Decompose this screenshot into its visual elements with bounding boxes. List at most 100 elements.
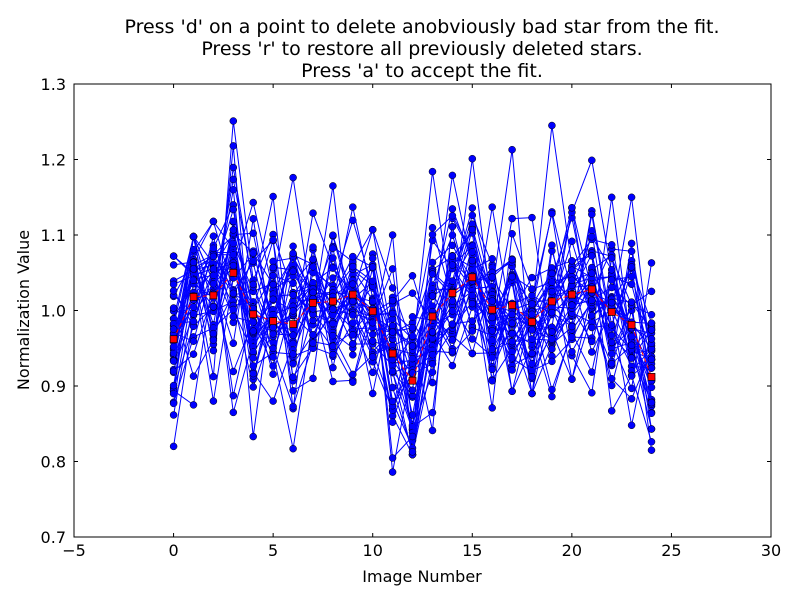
star-point[interactable]	[488, 365, 496, 374]
fit-point[interactable]	[388, 349, 397, 358]
star-point[interactable]	[588, 348, 596, 356]
star-point[interactable]	[289, 331, 297, 339]
star-point[interactable]	[329, 342, 337, 351]
star-point[interactable]	[568, 237, 576, 246]
star-point[interactable]	[488, 203, 496, 211]
star-point[interactable]	[169, 411, 178, 419]
fit-point[interactable]	[607, 308, 616, 316]
star-point[interactable]	[528, 310, 536, 319]
star-point[interactable]	[468, 349, 477, 358]
star-point[interactable]	[169, 381, 178, 390]
star-point[interactable]	[349, 331, 357, 339]
star-point[interactable]	[249, 354, 257, 362]
star-point[interactable]	[249, 198, 257, 207]
star-point[interactable]	[189, 258, 198, 267]
star-point[interactable]	[388, 418, 397, 426]
star-point[interactable]	[408, 342, 417, 350]
fit-point[interactable]	[548, 297, 556, 306]
star-point[interactable]	[528, 326, 536, 334]
star-point[interactable]	[368, 277, 377, 286]
fit-point[interactable]	[627, 320, 636, 329]
star-point[interactable]	[229, 312, 238, 321]
star-point[interactable]	[647, 319, 656, 327]
star-point[interactable]	[568, 322, 576, 331]
star-point[interactable]	[627, 263, 636, 271]
star-point[interactable]	[448, 336, 457, 344]
star-point[interactable]	[229, 205, 238, 214]
star-point[interactable]	[209, 336, 218, 344]
star-point[interactable]	[329, 182, 337, 190]
star-point[interactable]	[169, 357, 178, 365]
star-point[interactable]	[448, 347, 457, 356]
star-point[interactable]	[627, 395, 636, 403]
star-point[interactable]	[627, 341, 636, 350]
star-point[interactable]	[388, 231, 397, 239]
star-point[interactable]	[169, 442, 178, 451]
star-point[interactable]	[388, 397, 397, 406]
star-point[interactable]	[309, 331, 317, 339]
star-point[interactable]	[428, 328, 437, 336]
star-point[interactable]	[627, 247, 636, 256]
star-point[interactable]	[448, 320, 457, 328]
star-point[interactable]	[368, 254, 377, 263]
star-point[interactable]	[548, 241, 556, 249]
star-point[interactable]	[349, 370, 357, 379]
star-point[interactable]	[349, 340, 357, 348]
star-point[interactable]	[647, 398, 656, 407]
star-point[interactable]	[508, 387, 516, 396]
star-point[interactable]	[588, 269, 596, 277]
star-point[interactable]	[269, 236, 277, 244]
star-point[interactable]	[349, 378, 357, 386]
fit-point[interactable]	[368, 307, 377, 316]
star-point[interactable]	[647, 335, 656, 343]
star-point[interactable]	[289, 173, 297, 182]
star-point[interactable]	[388, 468, 397, 476]
star-point[interactable]	[607, 193, 616, 202]
star-point[interactable]	[408, 432, 417, 441]
star-point[interactable]	[548, 287, 556, 296]
star-point[interactable]	[488, 377, 496, 385]
star-point[interactable]	[189, 265, 198, 273]
star-point[interactable]	[428, 292, 437, 300]
star-point[interactable]	[468, 204, 477, 212]
star-point[interactable]	[368, 225, 377, 234]
star-point[interactable]	[468, 256, 477, 265]
star-point[interactable]	[229, 117, 238, 125]
star-point[interactable]	[428, 223, 437, 232]
star-point[interactable]	[169, 261, 178, 269]
star-point[interactable]	[349, 351, 357, 359]
star-point[interactable]	[209, 303, 218, 311]
star-point[interactable]	[249, 369, 257, 378]
star-point[interactable]	[448, 222, 457, 231]
star-point[interactable]	[408, 386, 417, 395]
star-point[interactable]	[368, 337, 377, 345]
star-point[interactable]	[568, 348, 576, 356]
star-point[interactable]	[289, 360, 297, 368]
fit-point[interactable]	[209, 291, 218, 300]
star-point[interactable]	[229, 175, 238, 184]
star-point[interactable]	[269, 323, 277, 332]
star-point[interactable]	[209, 252, 218, 261]
fit-point[interactable]	[229, 268, 238, 277]
star-point[interactable]	[289, 307, 297, 315]
star-point[interactable]	[269, 370, 277, 378]
star-point[interactable]	[289, 279, 297, 288]
star-point[interactable]	[528, 349, 536, 358]
star-point[interactable]	[408, 369, 417, 377]
star-point[interactable]	[508, 255, 516, 264]
star-point[interactable]	[189, 401, 198, 409]
star-point[interactable]	[309, 339, 317, 347]
star-point[interactable]	[647, 259, 656, 267]
fit-point[interactable]	[329, 297, 337, 306]
star-point[interactable]	[269, 344, 277, 353]
star-point[interactable]	[329, 231, 337, 239]
star-point[interactable]	[329, 305, 337, 313]
star-point[interactable]	[647, 446, 656, 454]
star-point[interactable]	[388, 322, 397, 330]
star-point[interactable]	[588, 389, 596, 397]
star-point[interactable]	[548, 209, 556, 218]
fit-point[interactable]	[289, 320, 297, 328]
star-point[interactable]	[508, 272, 516, 281]
star-point[interactable]	[249, 327, 257, 335]
star-point[interactable]	[169, 252, 178, 260]
